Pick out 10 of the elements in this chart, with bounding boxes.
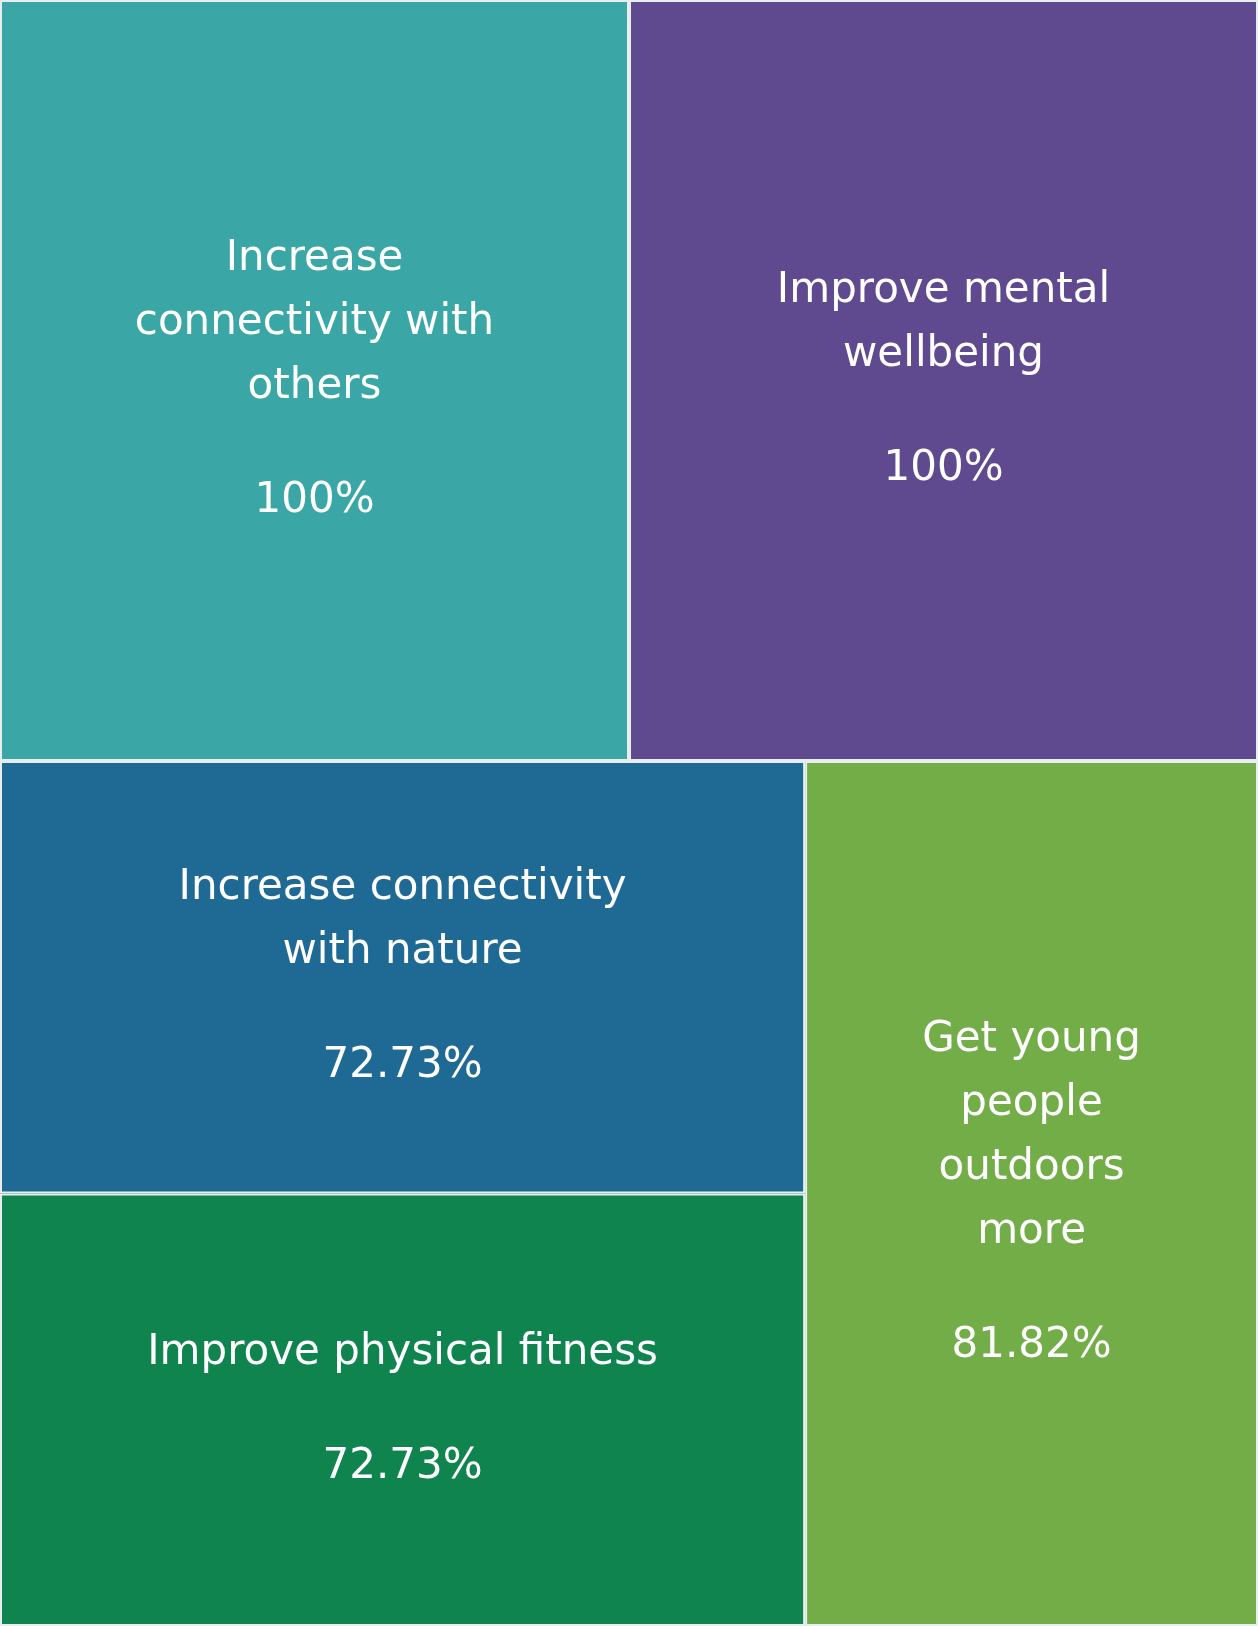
- category-label: Increase connectivity with others: [134, 231, 495, 409]
- category-label: Get young people outdoors more: [922, 1012, 1141, 1254]
- data-label: 72.73%: [322, 1038, 483, 1088]
- data-label: 100%: [254, 473, 375, 523]
- data-label: 81.82%: [951, 1318, 1112, 1368]
- category-label: Improve mental wellbeing: [776, 263, 1111, 377]
- category-label: Increase connectivity with nature: [178, 860, 627, 974]
- category-label: Improve physical fitness: [147, 1324, 658, 1374]
- data-label: 100%: [883, 441, 1004, 491]
- data-label: 72.73%: [322, 1438, 483, 1488]
